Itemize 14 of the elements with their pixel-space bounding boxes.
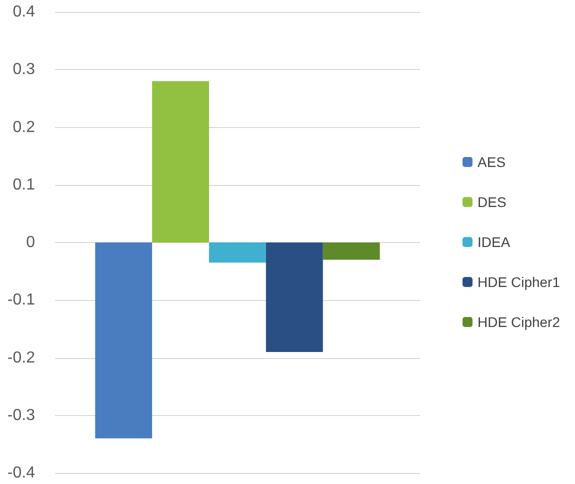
y-tick-label: -0.3 [7, 406, 36, 424]
legend-label: HDE Cipher1 [478, 274, 560, 290]
y-tick-label: 0.1 [12, 176, 36, 194]
y-tick-label: -0.2 [7, 349, 36, 366]
y-tick-label: -0.4 [7, 464, 36, 482]
y-tick-label: 0 [26, 234, 36, 251]
legend-label: IDEA [478, 234, 511, 250]
y-tick-label: 0.4 [12, 4, 36, 20]
y-tick-label: 0.2 [12, 118, 36, 136]
y-tick-label: 0.3 [12, 61, 36, 78]
y-tick-label: -0.1 [7, 292, 36, 309]
legend-label: DES [478, 194, 506, 210]
legend-label: AES [478, 154, 506, 170]
legend-label: HDE Cipher2 [478, 314, 560, 330]
